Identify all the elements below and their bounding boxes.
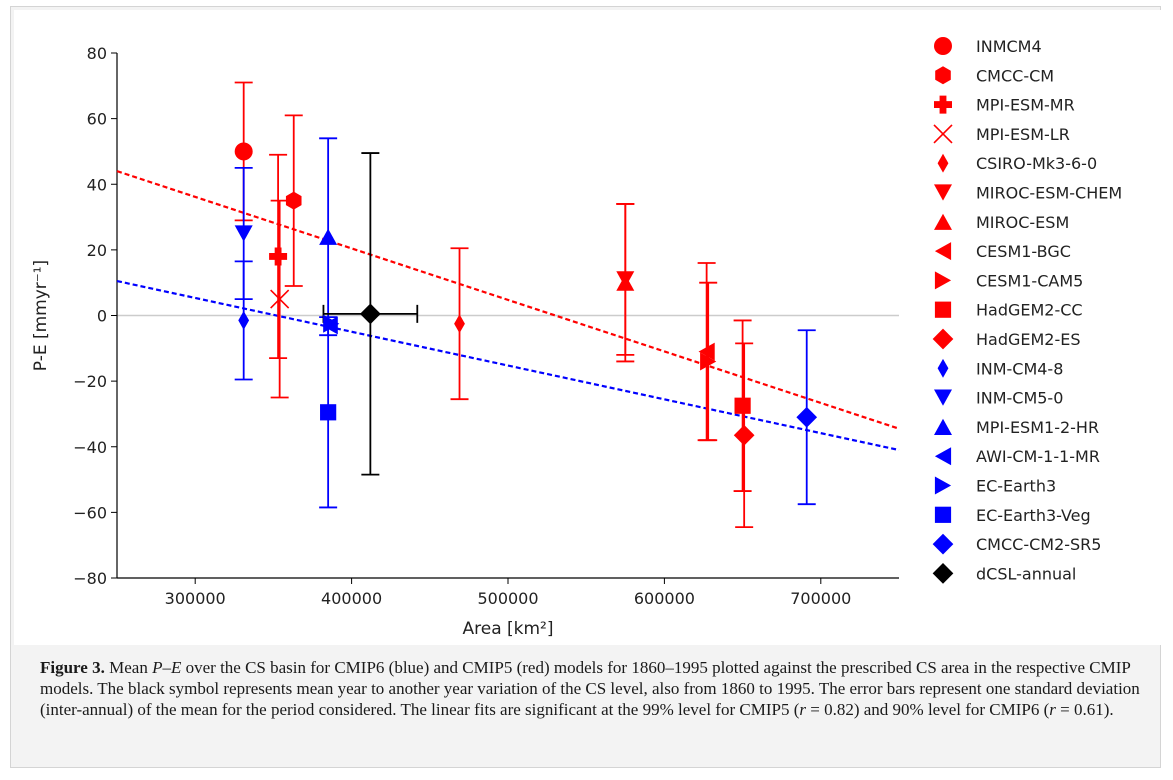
y-axis-label: P-E [mmyr⁻¹] [31,260,51,371]
plot-area: −80 −60 −40 −20 0 20 40 60 80 300000 400000 500000 6… [14,10,1162,645]
y-tick-label: 0 [97,307,107,326]
data-point-hadgem2-cc [734,397,751,414]
y-tick-label: −80 [73,569,107,588]
x-tick-label: 700000 [790,589,851,608]
legend-label-ec-earth3: EC-Earth3 [976,477,1056,496]
y-tick-label: 60 [87,110,107,129]
legend-label-mpi-esm-lr: MPI-ESM-LR [976,125,1070,144]
legend-marker-hadgem2-cc [934,301,952,318]
legend-label-awi-cm-1-1-mr: AWI-CM-1-1-MR [976,447,1100,466]
legend-marker-ec-earth3 [934,476,952,495]
legend-marker-miroc-esm-chem [934,184,952,201]
caption-dash: – [162,658,171,677]
fit-line-cmip5 [116,170,900,430]
legend-label-miroc-esm: MIROC-ESM [976,213,1069,232]
legend-label-inm-cm5-0: INM-CM5-0 [976,389,1063,408]
legend-marker-mpi-esm-lr [933,124,953,144]
data-point-miroc-esm [616,274,635,291]
legend-label-cesm1-bgc: CESM1-BGC [976,242,1071,261]
legend-label-cmcc-cm: CMCC-CM [976,66,1054,85]
data-point-inm-cm4-8 [238,310,250,330]
data-point-cesm1-cam5 [700,352,717,371]
y-tick-label: 40 [87,175,107,194]
y-tick-label: −60 [73,503,107,522]
y-tick-label: 20 [87,241,107,260]
legend-label-miroc-esm-chem: MIROC-ESM-CHEM [976,184,1122,203]
caption-var-p: P [152,658,163,677]
data-point-cmcc-cm2-sr5 [796,406,818,428]
data-point-dcsl-annual [360,303,381,325]
legend-label-mpi-esm-mr: MPI-ESM-MR [976,96,1075,115]
data-point-inm-cm5-0 [234,225,253,242]
legend-label-inm-cm4-8: INM-CM4-8 [976,359,1063,378]
caption-var-e: E [170,658,182,677]
legend-marker-mpi-esm1-2-hr [934,418,952,435]
x-tick-label: 500000 [477,589,538,608]
data-point-ec-earth3-veg [320,404,337,421]
data-point-ec-earth3 [323,314,340,333]
legend-marker-dcsl-annual [932,563,954,584]
data-point-cesm1-bgc [698,342,715,361]
x-axis-label: Area [km²] [462,619,553,639]
figure-caption: Figure 3. Mean P–E over the CS basin for… [40,657,1140,720]
y-tick-label: −20 [73,372,107,391]
legend-label-inmcm4: INMCM4 [976,37,1042,56]
data-point-mpi-esm-mr [269,247,288,266]
legend-marker-cesm1-bgc [934,242,952,261]
legend-label-cesm1-cam5: CESM1-CAM5 [976,271,1083,290]
legend-label-mpi-esm1-2-hr: MPI-ESM1-2-HR [976,418,1099,437]
legend-label-cmcc-cm2-sr5: CMCC-CM2-SR5 [976,535,1101,554]
legend-marker-ec-earth3-veg [934,506,952,523]
legend-marker-inm-cm5-0 [934,389,952,406]
data-point-hadgem2-es [733,424,755,446]
scatter-chart: −80 −60 −40 −20 0 20 40 60 80 300000 400000 500000 6… [31,37,1122,639]
legend-label-hadgem2-es: HadGEM2-ES [976,330,1081,349]
legend-marker-hadgem2-es [932,328,954,350]
legend-marker-miroc-esm [934,213,952,230]
legend-marker-inm-cm4-8 [937,358,949,378]
y-tick-label: −40 [73,438,107,457]
legend-marker-cmcc-cm [935,66,951,85]
y-tick-label: 80 [87,44,107,63]
caption-r-cmip5: r [799,700,806,719]
data-point-mpi-esm1-2-hr [319,228,338,245]
legend-marker-awi-cm-1-1-mr [934,447,952,466]
legend-marker-csiro-mk3-6-0 [937,153,949,173]
caption-text-3: = 0.82) and 90% level for CMIP6 ( [805,700,1050,719]
caption-r-cmip6: r [1049,700,1056,719]
data-point-inmcm4 [234,142,253,161]
legend-label-hadgem2-cc: HadGEM2-CC [976,301,1083,320]
legend-marker-inmcm4 [934,37,952,55]
legend-marker-cesm1-cam5 [934,271,952,290]
legend-marker-cmcc-cm2-sr5 [932,533,954,555]
x-tick-label: 300000 [165,589,226,608]
data-point-mpi-esm-lr [270,289,290,309]
legend-label-ec-earth3-veg: EC-Earth3-Veg [976,506,1091,525]
caption-text-1: Mean [104,658,153,677]
caption-text-4: = 0.61). [1055,700,1114,719]
x-tick-label: 600000 [634,589,695,608]
data-point-csiro-mk3-6-0 [454,314,465,334]
x-tick-label: 400000 [321,589,382,608]
legend-label-dcsl-annual: dCSL-annual [976,564,1076,583]
caption-label: Figure 3. [40,658,105,677]
legend-label-csiro-mk3-6-0: CSIRO-Mk3-6-0 [976,154,1097,173]
data-point-cmcc-cm [285,191,302,210]
fit-line-cmip6 [116,279,900,452]
legend-marker-mpi-esm-mr [934,95,952,114]
caption-text-2: over the CS basin for CMIP6 (blue) and C… [40,658,1140,719]
